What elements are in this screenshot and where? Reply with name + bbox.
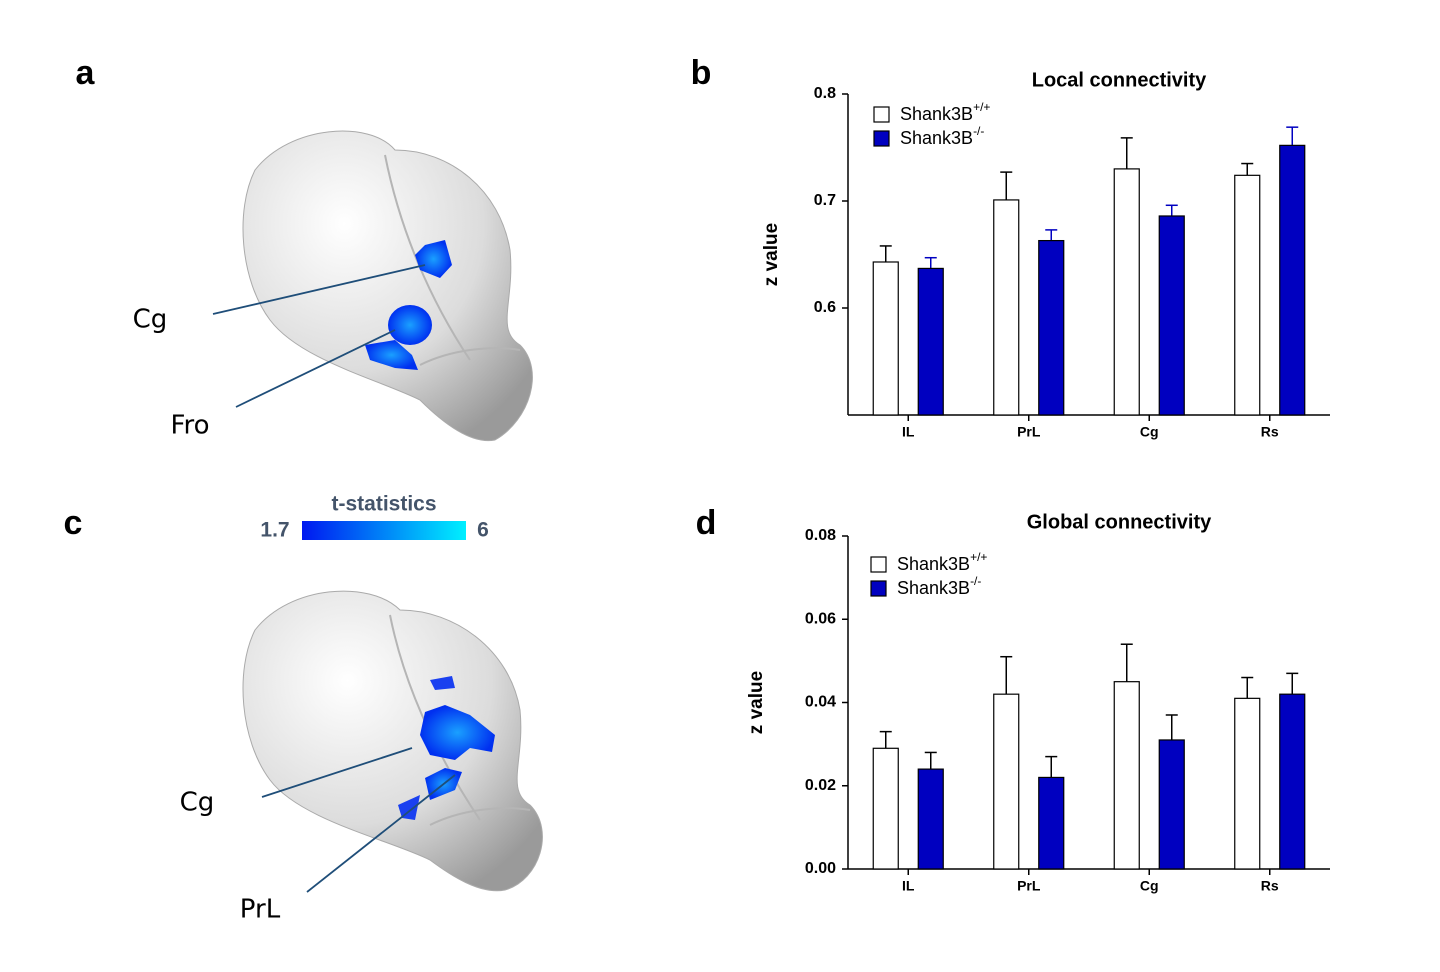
x-tick-label: Cg	[1140, 424, 1159, 440]
legend-swatch	[870, 556, 887, 573]
legend-label: Shank3B-/-	[897, 574, 981, 598]
x-tick-label: IL	[902, 424, 915, 440]
bar	[1234, 697, 1261, 870]
region-label: Cg	[180, 788, 215, 818]
bar	[917, 267, 944, 416]
colorbar	[302, 521, 466, 540]
colorbar-max: 6	[477, 519, 489, 542]
y-tick-label: 0.02	[805, 777, 836, 794]
region-label: PrL	[240, 895, 281, 925]
bar	[872, 261, 899, 416]
legend-swatch	[870, 580, 887, 597]
bar	[993, 693, 1020, 870]
panel-label: a	[76, 54, 96, 92]
bar	[993, 199, 1020, 416]
legend-label: Shank3B+/+	[900, 100, 990, 124]
bar	[1279, 693, 1306, 870]
region-label: Fro	[170, 411, 209, 441]
y-tick-label: 0.04	[805, 694, 836, 711]
bar	[1279, 144, 1306, 416]
x-tick-label: Cg	[1140, 878, 1159, 894]
brain-render	[242, 590, 543, 893]
y-axis-label: z value	[761, 223, 782, 286]
bar	[917, 768, 944, 870]
panel-label: d	[696, 504, 717, 542]
y-tick-label: 0.08	[805, 527, 836, 544]
x-tick-label: PrL	[1017, 878, 1041, 894]
colorbar-min: 1.7	[260, 519, 289, 542]
bar	[1038, 239, 1065, 416]
chart-title: Global connectivity	[1027, 511, 1212, 533]
bar	[1158, 215, 1185, 416]
x-tick-label: PrL	[1017, 424, 1041, 440]
chart-title: Local connectivity	[1032, 69, 1207, 91]
legend-label: Shank3B-/-	[900, 124, 984, 148]
bar	[1038, 776, 1065, 870]
bar	[1113, 168, 1140, 416]
legend-swatch	[873, 130, 890, 147]
bar	[1234, 174, 1261, 416]
y-tick-label: 0.8	[814, 85, 836, 102]
panel-label: b	[691, 54, 712, 92]
x-tick-label: Rs	[1261, 424, 1279, 440]
legend-swatch	[873, 106, 890, 123]
y-axis-label: z value	[746, 671, 767, 734]
x-tick-label: IL	[902, 878, 915, 894]
bar	[1158, 739, 1185, 870]
y-tick-label: 0.6	[814, 299, 836, 316]
y-tick-label: 0.06	[805, 610, 836, 627]
legend-label: Shank3B+/+	[897, 550, 987, 574]
colorbar-title: t-statistics	[331, 493, 436, 516]
bar	[1113, 681, 1140, 870]
bar	[872, 747, 899, 870]
x-tick-label: Rs	[1261, 878, 1279, 894]
y-tick-label: 0.7	[814, 192, 836, 209]
region-label: Cg	[133, 305, 168, 335]
panel-label: c	[64, 504, 83, 542]
y-tick-label: 0.00	[805, 860, 836, 877]
brain-render	[212, 130, 533, 442]
